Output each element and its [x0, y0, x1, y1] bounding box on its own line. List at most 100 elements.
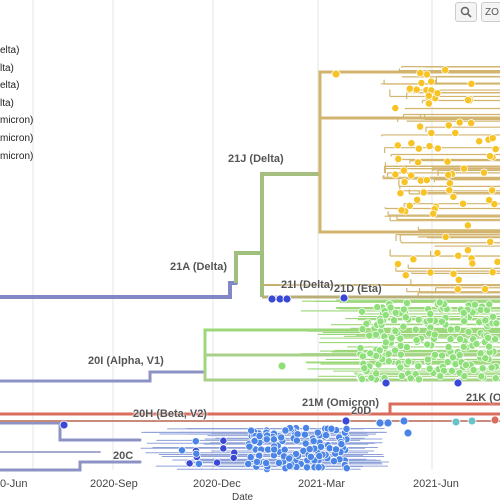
tip-node[interactable] [401, 271, 410, 280]
tip-node[interactable] [489, 312, 497, 321]
tip-node[interactable] [396, 350, 405, 359]
tip-node[interactable] [463, 221, 472, 230]
clade-label-20c[interactable]: 20C [113, 450, 134, 462]
tip-node[interactable] [342, 424, 351, 433]
tip-node[interactable] [449, 269, 458, 278]
tip-node[interactable] [358, 307, 367, 316]
tip-node[interactable] [491, 374, 500, 383]
tip-node[interactable] [492, 319, 500, 328]
legend-item[interactable]: micron) [0, 150, 34, 162]
tip-node[interactable] [381, 311, 390, 320]
tip-node[interactable] [327, 424, 336, 433]
tip-node[interactable] [413, 195, 422, 204]
tip-node[interactable] [481, 354, 490, 363]
tip-node[interactable] [423, 340, 432, 349]
tip-node[interactable] [396, 189, 405, 198]
tip-node[interactable] [262, 435, 271, 444]
tip-node[interactable] [281, 426, 290, 435]
tip-node[interactable] [332, 445, 340, 454]
tip-node[interactable] [406, 374, 415, 383]
tip-node[interactable] [433, 249, 442, 257]
tip-node[interactable] [437, 317, 446, 326]
tip-node[interactable] [419, 188, 428, 197]
tip-node[interactable] [391, 104, 400, 113]
tip-node[interactable] [316, 442, 325, 451]
tip-node[interactable] [416, 122, 425, 131]
tip-node[interactable] [456, 335, 465, 344]
tip-node[interactable] [429, 209, 438, 218]
tip-node[interactable] [337, 440, 346, 449]
tip-node[interactable] [387, 333, 396, 342]
tip-node[interactable] [178, 446, 186, 455]
tip-node[interactable] [373, 303, 382, 312]
legend-item[interactable]: lta) [0, 62, 14, 74]
tip-node[interactable] [358, 352, 367, 361]
tip-node[interactable] [409, 255, 418, 264]
tip-node[interactable] [491, 335, 500, 344]
tip-node[interactable] [459, 342, 468, 351]
tip-node[interactable] [416, 69, 425, 78]
tip-node[interactable] [185, 459, 194, 468]
tip-node[interactable] [362, 319, 371, 328]
tip-node[interactable] [459, 308, 468, 317]
tip-node[interactable] [441, 233, 450, 241]
legend-item[interactable]: micron) [0, 115, 34, 127]
tip-node[interactable] [356, 344, 365, 353]
tip-node[interactable] [467, 119, 476, 128]
tip-node[interactable] [454, 251, 463, 260]
tip-node[interactable] [262, 459, 271, 467]
tip-node[interactable] [315, 452, 324, 461]
tip-node[interactable] [280, 445, 289, 454]
tip-node[interactable] [244, 459, 253, 468]
tip-node[interactable] [469, 366, 478, 375]
tip-node[interactable] [455, 351, 464, 359]
tip-node[interactable] [414, 144, 423, 153]
zoom-button[interactable] [455, 2, 477, 22]
tip-node[interactable] [476, 305, 485, 314]
tip-node[interactable] [423, 355, 432, 364]
tip-node[interactable] [471, 300, 479, 309]
tip-node[interactable] [384, 350, 393, 359]
tip-node[interactable] [444, 170, 453, 179]
tip-node[interactable] [454, 275, 463, 284]
tip-node[interactable] [325, 444, 334, 453]
tip-node[interactable] [464, 327, 473, 336]
tip-node[interactable] [484, 333, 493, 342]
tip-node[interactable] [192, 449, 201, 458]
tip-node[interactable] [371, 330, 380, 339]
tip-node[interactable] [464, 96, 472, 105]
tip-node[interactable] [475, 137, 484, 146]
tip-node[interactable] [365, 331, 374, 340]
tip-node[interactable] [490, 200, 499, 209]
tip-node[interactable] [191, 437, 200, 446]
tip-node[interactable] [422, 70, 431, 79]
tip-node[interactable] [491, 145, 500, 154]
tip-node[interactable] [250, 436, 259, 445]
tip-node[interactable] [270, 445, 279, 454]
tip-node[interactable] [402, 343, 411, 352]
alpha-tip-nodes[interactable] [356, 298, 500, 384]
tip-node[interactable] [488, 186, 497, 195]
tip-node[interactable] [445, 179, 454, 188]
tip-node[interactable] [301, 439, 310, 448]
clade-label-21a[interactable]: 21A (Delta) [170, 261, 228, 273]
tip-node[interactable] [445, 186, 454, 195]
tip-node[interactable] [431, 350, 439, 359]
tip-node[interactable] [386, 303, 395, 312]
tip-node[interactable] [476, 349, 485, 358]
tip-node[interactable] [461, 360, 470, 369]
zoom-selected-button[interactable]: ZO [481, 2, 500, 22]
tip-node[interactable] [434, 144, 442, 153]
tip-node[interactable] [303, 463, 311, 472]
tip-node[interactable] [478, 364, 487, 373]
tip-node[interactable] [412, 336, 421, 345]
tip-node[interactable] [358, 325, 367, 334]
tip-node[interactable] [391, 308, 400, 317]
tip-node[interactable] [396, 334, 405, 343]
tip-node[interactable] [397, 206, 406, 215]
tip-node[interactable] [486, 152, 494, 161]
tip-node[interactable] [451, 129, 460, 137]
tip-node[interactable] [430, 330, 439, 339]
tip-node[interactable] [407, 139, 416, 148]
